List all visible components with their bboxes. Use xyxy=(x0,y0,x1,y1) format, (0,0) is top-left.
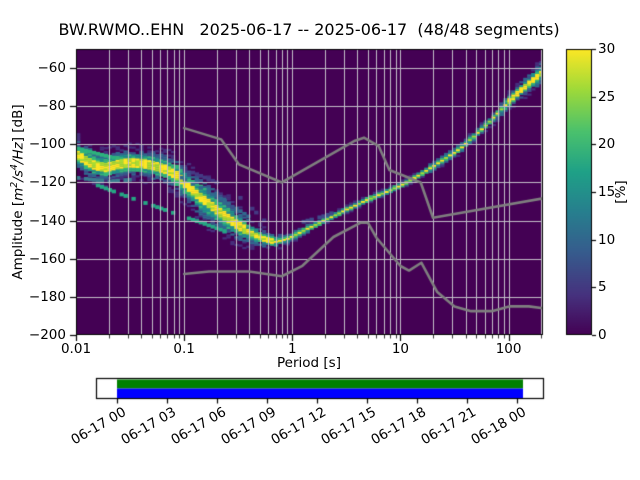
colorbar-tick-label: 30 xyxy=(598,41,616,57)
colorbar-tick-label: 15 xyxy=(598,184,616,200)
colorbar-tick-label: 25 xyxy=(598,88,616,105)
y-tick-label: −140 xyxy=(28,212,66,229)
y-tick-label: −120 xyxy=(28,174,66,191)
y-tick-label: −160 xyxy=(28,250,66,267)
colorbar-tick-label: 20 xyxy=(598,136,616,153)
y-tick-label: −100 xyxy=(28,136,66,153)
colorbar-tick-label: 10 xyxy=(598,231,616,248)
y-tick-label: −60 xyxy=(37,60,67,77)
x-axis-label: Period [s] xyxy=(277,355,341,371)
x-tick-label: 100 xyxy=(495,341,522,357)
y-tick-label: −80 xyxy=(37,98,67,115)
x-tick-label: 10 xyxy=(391,341,410,357)
colorbar-tick-label: 0 xyxy=(598,327,607,343)
x-tick-label: 0.1 xyxy=(173,341,195,357)
x-tick-label: 1 xyxy=(288,341,297,357)
colorbar-label: [%] xyxy=(613,180,629,204)
plot-title: BW.RWMO..EHN 2025-06-17 -- 2025-06-17 (4… xyxy=(58,20,560,39)
x-tick-label: 0.01 xyxy=(60,341,92,357)
y-tick-label: −200 xyxy=(28,327,66,343)
y-tick-label: −180 xyxy=(28,288,66,305)
colorbar-tick-label: 5 xyxy=(598,279,607,296)
